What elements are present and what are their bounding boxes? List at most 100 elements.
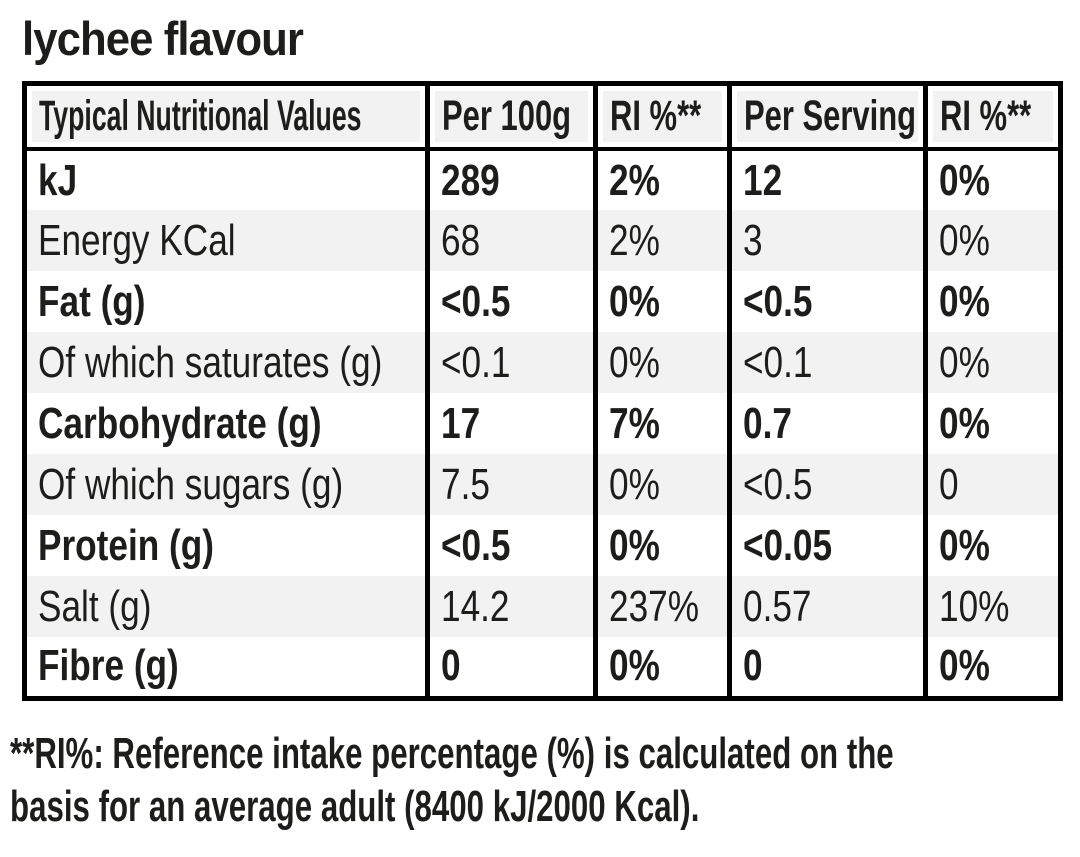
header-ri-serving: RI %** bbox=[923, 83, 1061, 151]
value-per-100g: <0.5 bbox=[425, 271, 596, 332]
table-row: Fat (g) <0.5 0% <0.5 0% bbox=[25, 271, 1061, 332]
value-text: 0% bbox=[939, 155, 990, 205]
table-row: kJ 289 2% 12 0% bbox=[25, 149, 1061, 210]
value-text: 0% bbox=[939, 276, 990, 326]
header-ri-100g: RI %** bbox=[593, 83, 730, 151]
value-text: 0% bbox=[609, 276, 660, 326]
value-per-serving: <0.1 bbox=[727, 332, 926, 393]
value-ri-100g: 2% bbox=[593, 149, 730, 210]
page-title: lychee flavour bbox=[22, 14, 1080, 64]
value-text: 12 bbox=[743, 155, 783, 205]
row-label: Protein (g) bbox=[25, 515, 428, 576]
value-ri-100g: 0% bbox=[593, 271, 730, 332]
value-text: 68 bbox=[441, 215, 481, 265]
row-label-text: Of which saturates (g) bbox=[38, 337, 383, 387]
value-text: 0.7 bbox=[743, 398, 792, 448]
value-per-100g: 7.5 bbox=[425, 454, 596, 515]
footnote-line-2: basis for an average adult (8400 kJ/2000… bbox=[10, 780, 1080, 833]
value-text: 2% bbox=[609, 155, 660, 205]
header-cell-box: Per 100g bbox=[435, 91, 588, 142]
table-row: Of which saturates (g) <0.1 0% <0.1 0% bbox=[24, 332, 1061, 393]
value-per-serving: 0.57 bbox=[727, 576, 926, 637]
value-ri-serving: 0% bbox=[923, 332, 1061, 393]
header-label: Typical Nutritional Values bbox=[39, 92, 362, 140]
value-per-serving: <0.5 bbox=[727, 271, 926, 332]
table-row: Energy KCal 68 2% 3 0% bbox=[24, 210, 1061, 271]
value-per-100g: 68 bbox=[425, 210, 596, 271]
value-per-serving: 12 bbox=[727, 149, 926, 210]
row-label: Of which saturates (g) bbox=[25, 332, 428, 393]
value-text: 7% bbox=[609, 398, 660, 448]
header-label: Per Serving bbox=[744, 92, 917, 140]
value-per-100g: 0 bbox=[425, 637, 596, 698]
value-ri-serving: 0% bbox=[923, 393, 1061, 454]
value-ri-serving: 0% bbox=[923, 637, 1061, 698]
header-cell-box: Per Serving bbox=[737, 91, 918, 142]
header-per-100g: Per 100g bbox=[425, 83, 596, 151]
row-label: kJ bbox=[25, 149, 428, 210]
row-label-text: Protein (g) bbox=[38, 520, 214, 570]
value-text: 0% bbox=[609, 337, 660, 387]
row-label: Fat (g) bbox=[25, 271, 428, 332]
value-text: 2% bbox=[609, 215, 660, 265]
row-label: Salt (g) bbox=[25, 576, 428, 637]
value-ri-100g: 0% bbox=[593, 454, 730, 515]
nutrition-table: Typical Nutritional Values Per 100g RI %… bbox=[22, 81, 1063, 701]
value-text: 0% bbox=[609, 459, 660, 509]
row-label-text: Of which sugars (g) bbox=[38, 459, 344, 509]
reference-intake-footnote: **RI%: Reference intake percentage (%) i… bbox=[10, 727, 1080, 833]
value-text: <0.5 bbox=[441, 520, 511, 570]
table-row: Fibre (g) 0 0% 0 0% bbox=[25, 637, 1061, 698]
value-text: 289 bbox=[441, 155, 500, 205]
row-label-text: Fat (g) bbox=[38, 276, 146, 326]
header-cell-box: RI %** bbox=[603, 91, 722, 142]
value-ri-100g: 0% bbox=[593, 637, 730, 698]
header-label: RI %** bbox=[610, 92, 702, 140]
header-cell-box: RI %** bbox=[933, 91, 1053, 142]
value-ri-100g: 0% bbox=[593, 332, 730, 393]
value-per-serving: 3 bbox=[727, 210, 926, 271]
header-per-serving: Per Serving bbox=[727, 83, 926, 151]
value-text: 0% bbox=[939, 520, 990, 570]
value-ri-serving: 0 bbox=[923, 454, 1061, 515]
value-per-100g: <0.1 bbox=[425, 332, 596, 393]
table-row: Carbohydrate (g) 17 7% 0.7 0% bbox=[25, 393, 1061, 454]
header-label: RI %** bbox=[940, 92, 1032, 140]
footnote-line-1: **RI%: Reference intake percentage (%) i… bbox=[10, 727, 1080, 780]
value-text: 0% bbox=[939, 398, 990, 448]
row-label-text: Fibre (g) bbox=[38, 641, 179, 691]
value-per-100g: 14.2 bbox=[425, 576, 596, 637]
value-text: <0.5 bbox=[441, 276, 511, 326]
value-per-serving: <0.05 bbox=[727, 515, 926, 576]
value-text: 10% bbox=[939, 581, 1010, 631]
value-text: 0 bbox=[743, 641, 763, 691]
page-title-text: lychee flavour bbox=[22, 12, 304, 65]
value-ri-100g: 237% bbox=[593, 576, 730, 637]
value-ri-serving: 0% bbox=[923, 210, 1061, 271]
value-text: 237% bbox=[609, 581, 700, 631]
row-label: Energy KCal bbox=[25, 210, 428, 271]
value-text: 0.57 bbox=[743, 581, 812, 631]
value-ri-serving: 0% bbox=[923, 149, 1061, 210]
value-per-serving: <0.5 bbox=[727, 454, 926, 515]
row-label: Fibre (g) bbox=[25, 637, 428, 698]
value-per-serving: 0.7 bbox=[727, 393, 926, 454]
value-text: 7.5 bbox=[441, 459, 490, 509]
table-row: Of which sugars (g) 7.5 0% <0.5 0 bbox=[24, 454, 1061, 515]
value-per-100g: 289 bbox=[425, 149, 596, 210]
value-ri-100g: 2% bbox=[593, 210, 730, 271]
table-header-row: Typical Nutritional Values Per 100g RI %… bbox=[24, 83, 1061, 151]
value-ri-100g: 0% bbox=[593, 515, 730, 576]
value-ri-100g: 7% bbox=[593, 393, 730, 454]
value-text: 0% bbox=[609, 641, 660, 691]
value-text: <0.5 bbox=[743, 276, 813, 326]
table-row: Salt (g) 14.2 237% 0.57 10% bbox=[24, 576, 1061, 637]
value-ri-serving: 0% bbox=[923, 271, 1061, 332]
value-text: 14.2 bbox=[441, 581, 510, 631]
value-text: 0 bbox=[939, 459, 959, 509]
footnote-text: **RI%: Reference intake percentage (%) i… bbox=[10, 728, 894, 778]
table-row: Protein (g) <0.5 0% <0.05 0% bbox=[25, 515, 1061, 576]
value-text: 17 bbox=[441, 398, 481, 448]
value-text: <0.1 bbox=[441, 337, 511, 387]
footnote-text: basis for an average adult (8400 kJ/2000… bbox=[10, 781, 700, 831]
